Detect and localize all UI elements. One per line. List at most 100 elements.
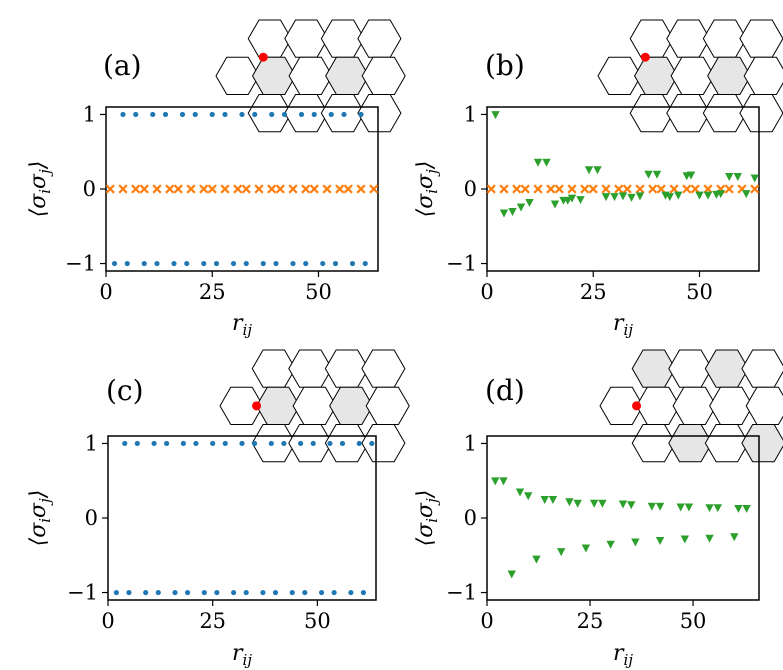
- data-point: [186, 184, 196, 194]
- data-point: [627, 193, 636, 202]
- data-point: [252, 111, 258, 118]
- data-point: [207, 184, 217, 194]
- x-tick-label: 50: [680, 609, 707, 633]
- plot-area: 0 25 50−101: [67, 431, 377, 633]
- x-tick-label: 0: [101, 609, 114, 633]
- data-point: [705, 504, 714, 513]
- data-point: [542, 158, 551, 167]
- y-tick-label: −1: [446, 252, 477, 276]
- data-point: [652, 170, 662, 179]
- lattice-cell: [633, 56, 679, 95]
- data-point: [369, 184, 379, 194]
- data-point: [339, 440, 346, 447]
- lattice-cell: [251, 56, 297, 95]
- lattice-cell: [739, 19, 783, 58]
- data-point: [210, 440, 216, 447]
- data-point: [598, 499, 607, 508]
- data-point: [233, 184, 243, 194]
- y-tick-label: 0: [464, 506, 477, 530]
- data-point: [588, 184, 598, 194]
- lattice-cell: [702, 93, 747, 133]
- data-point: [154, 260, 160, 267]
- x-tick-label: 50: [304, 609, 331, 633]
- data-point: [341, 111, 347, 118]
- lattice-cell: [361, 349, 406, 388]
- data-point: [165, 184, 175, 194]
- data-point: [532, 555, 541, 564]
- data-point: [499, 477, 508, 486]
- data-point: [192, 111, 198, 118]
- lattice-cell: [743, 56, 783, 95]
- data-point: [243, 260, 249, 267]
- data-point: [118, 184, 128, 194]
- data-point: [320, 260, 326, 267]
- data-point: [533, 158, 543, 167]
- data-point: [644, 170, 653, 179]
- lattice-cell: [709, 386, 754, 425]
- data-point: [260, 589, 266, 596]
- data-point: [222, 440, 228, 447]
- lattice-cell: [361, 423, 406, 463]
- lattice-cell: [670, 56, 715, 95]
- data-point: [209, 111, 215, 118]
- data-point: [356, 184, 366, 194]
- data-point: [695, 191, 704, 200]
- y-tick-label: 0: [464, 177, 477, 201]
- data-point: [155, 589, 161, 596]
- x-axis-label: rij: [232, 641, 252, 669]
- data-point: [508, 208, 517, 216]
- data-point: [360, 589, 367, 596]
- data-point: [716, 190, 725, 199]
- data-point: [656, 184, 666, 194]
- y-axis-label: ⟨σiσj⟩: [26, 490, 54, 547]
- panel-b: (b) 0 25 50−101 rij ⟨σiσj⟩: [413, 19, 783, 339]
- data-point: [533, 184, 543, 194]
- data-point: [328, 111, 334, 118]
- lattice-cell: [741, 423, 783, 463]
- selected-site-marker: [640, 52, 650, 62]
- data-point: [111, 260, 118, 267]
- data-point: [622, 184, 632, 194]
- data-point: [302, 589, 308, 596]
- y-tick-label: −1: [65, 252, 96, 276]
- data-point: [213, 260, 220, 267]
- data-point: [655, 537, 665, 545]
- y-axis-label: ⟨σiσj⟩: [413, 490, 441, 547]
- data-point: [515, 488, 525, 497]
- data-point: [491, 111, 500, 120]
- data-point: [627, 501, 636, 510]
- data-point: [335, 184, 345, 194]
- data-point: [601, 193, 611, 202]
- y-tick-label: 1: [83, 102, 96, 126]
- data-point: [288, 184, 298, 194]
- lattice-cell: [599, 386, 644, 425]
- lattice-cell: [745, 386, 783, 425]
- data-point: [105, 184, 115, 194]
- data-point: [734, 504, 743, 513]
- data-point: [540, 496, 549, 504]
- selected-site-marker: [258, 52, 268, 62]
- data-point: [332, 260, 339, 267]
- data-point: [584, 166, 594, 175]
- data-point: [674, 191, 683, 200]
- x-tick-label: 0: [480, 280, 493, 304]
- data-point: [275, 184, 285, 194]
- lattice-cell: [357, 93, 402, 133]
- lattice-cell: [629, 93, 674, 133]
- data-point: [254, 184, 264, 194]
- data-point: [690, 184, 700, 194]
- plot-area: 0 25 50−101: [446, 431, 760, 633]
- data-point: [499, 184, 509, 194]
- data-point: [172, 589, 178, 596]
- data-point: [491, 477, 500, 486]
- y-tick-label: −1: [67, 581, 98, 605]
- data-point: [272, 589, 279, 596]
- data-point: [686, 171, 696, 180]
- y-tick-label: 1: [85, 431, 98, 455]
- data-point: [113, 589, 119, 596]
- lattice-cell: [324, 423, 369, 463]
- data-point: [222, 111, 228, 118]
- lattice-cell: [329, 386, 374, 425]
- data-point: [143, 589, 149, 596]
